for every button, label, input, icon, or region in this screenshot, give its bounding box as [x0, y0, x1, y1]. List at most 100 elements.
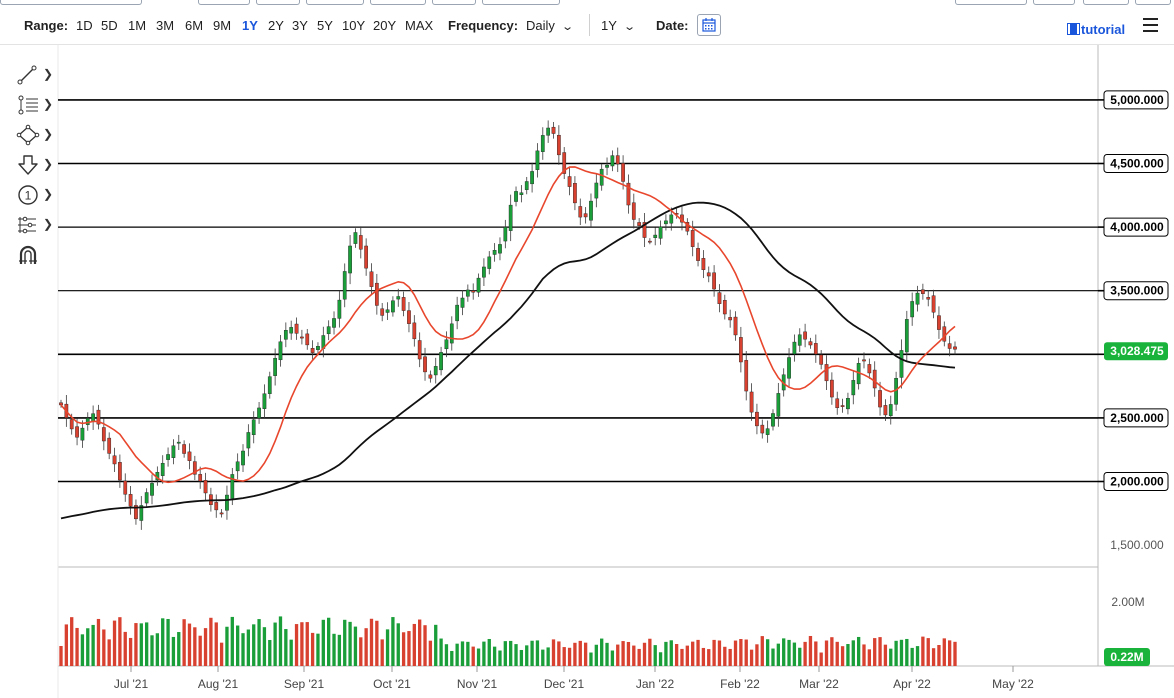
candle[interactable] [423, 356, 427, 373]
candle[interactable] [342, 271, 347, 300]
candle[interactable] [573, 183, 577, 204]
candle[interactable] [407, 310, 411, 324]
candle[interactable] [369, 271, 374, 287]
candle[interactable] [203, 480, 208, 494]
range-option-20y[interactable]: 20Y [373, 18, 397, 33]
candle[interactable] [385, 309, 390, 313]
candle[interactable] [524, 181, 529, 190]
candle[interactable] [476, 277, 481, 293]
range-option-9m[interactable]: 9M [213, 18, 232, 33]
candle[interactable] [482, 266, 486, 278]
candle[interactable] [465, 289, 470, 297]
range-option-5d[interactable]: 5D [101, 18, 118, 33]
candle[interactable] [358, 235, 363, 250]
top-button[interactable] [432, 0, 476, 5]
candle[interactable] [947, 343, 952, 349]
range-option-3m[interactable]: 3M [156, 18, 175, 33]
candle[interactable] [942, 326, 947, 342]
candle[interactable] [251, 419, 256, 436]
candle[interactable] [374, 282, 379, 306]
candle[interactable] [540, 135, 545, 152]
expand-arrow-icon[interactable]: ❯ [43, 157, 54, 171]
candle[interactable] [69, 419, 74, 430]
candle[interactable] [396, 296, 401, 300]
candle[interactable] [267, 376, 272, 394]
candle[interactable] [262, 393, 267, 409]
candle[interactable] [551, 126, 556, 134]
candle[interactable] [669, 214, 674, 224]
candle[interactable] [910, 301, 915, 318]
candle[interactable] [326, 326, 331, 335]
candle[interactable] [760, 424, 765, 434]
candle[interactable] [626, 182, 631, 206]
range-option-10y[interactable]: 10Y [342, 18, 366, 33]
expand-arrow-icon[interactable]: ❯ [43, 67, 54, 81]
candle[interactable] [139, 505, 144, 521]
candle[interactable] [835, 398, 840, 409]
candle[interactable] [471, 290, 476, 293]
candle[interactable] [867, 364, 872, 374]
candle[interactable] [332, 318, 336, 328]
candle[interactable] [241, 450, 245, 466]
candle[interactable] [658, 226, 663, 239]
candle[interactable] [428, 374, 433, 379]
expand-arrow-icon[interactable]: ❯ [43, 187, 54, 201]
candle[interactable] [830, 379, 834, 398]
candle[interactable] [888, 404, 893, 417]
candle[interactable] [75, 426, 79, 438]
date-picker-button[interactable] [697, 14, 721, 36]
candle[interactable] [931, 295, 936, 313]
candle[interactable] [792, 341, 797, 355]
candle[interactable] [391, 300, 395, 313]
candle[interactable] [492, 250, 497, 255]
candle[interactable] [337, 299, 342, 319]
candle[interactable] [701, 258, 706, 270]
candle[interactable] [648, 240, 652, 243]
candle[interactable] [112, 455, 117, 465]
candle[interactable] [198, 474, 203, 482]
period-dropdown[interactable]: 1Y ⌄ [601, 18, 636, 33]
top-button[interactable] [955, 0, 1027, 5]
candle[interactable] [706, 272, 711, 277]
top-button[interactable] [1033, 0, 1075, 5]
candle[interactable] [503, 226, 508, 242]
candle[interactable] [192, 461, 197, 475]
measure-tool[interactable]: ❯ [14, 214, 58, 236]
candle[interactable] [722, 300, 727, 315]
candle[interactable] [937, 315, 941, 330]
candle[interactable] [749, 391, 754, 413]
candle[interactable] [128, 494, 133, 507]
candle[interactable] [862, 359, 866, 362]
range-option-6m[interactable]: 6M [185, 18, 204, 33]
candle[interactable] [289, 327, 294, 334]
candle[interactable] [921, 289, 925, 294]
top-button[interactable] [0, 0, 142, 5]
candle[interactable] [562, 152, 567, 174]
candle[interactable] [664, 220, 668, 225]
candle[interactable] [449, 323, 454, 344]
candle[interactable] [915, 292, 920, 305]
menu-icon[interactable] [1143, 18, 1158, 32]
candle[interactable] [615, 155, 620, 165]
candle[interactable] [294, 323, 299, 334]
candle[interactable] [353, 232, 358, 244]
shape-tool[interactable]: ❯ [14, 124, 58, 146]
candle[interactable] [214, 502, 219, 511]
candle[interactable] [144, 492, 149, 504]
candle[interactable] [771, 413, 775, 427]
candle[interactable] [696, 248, 700, 261]
candle[interactable] [690, 230, 695, 247]
candle[interactable] [926, 297, 931, 300]
candle[interactable] [176, 441, 181, 444]
candle[interactable] [316, 346, 320, 350]
candle[interactable] [904, 319, 909, 353]
candle[interactable] [305, 333, 310, 346]
candle[interactable] [278, 341, 283, 361]
candle[interactable] [80, 427, 85, 441]
top-button[interactable] [198, 0, 250, 5]
candle[interactable] [599, 168, 604, 186]
candle[interactable] [610, 155, 615, 167]
candle[interactable] [872, 369, 877, 389]
candle[interactable] [840, 405, 845, 407]
